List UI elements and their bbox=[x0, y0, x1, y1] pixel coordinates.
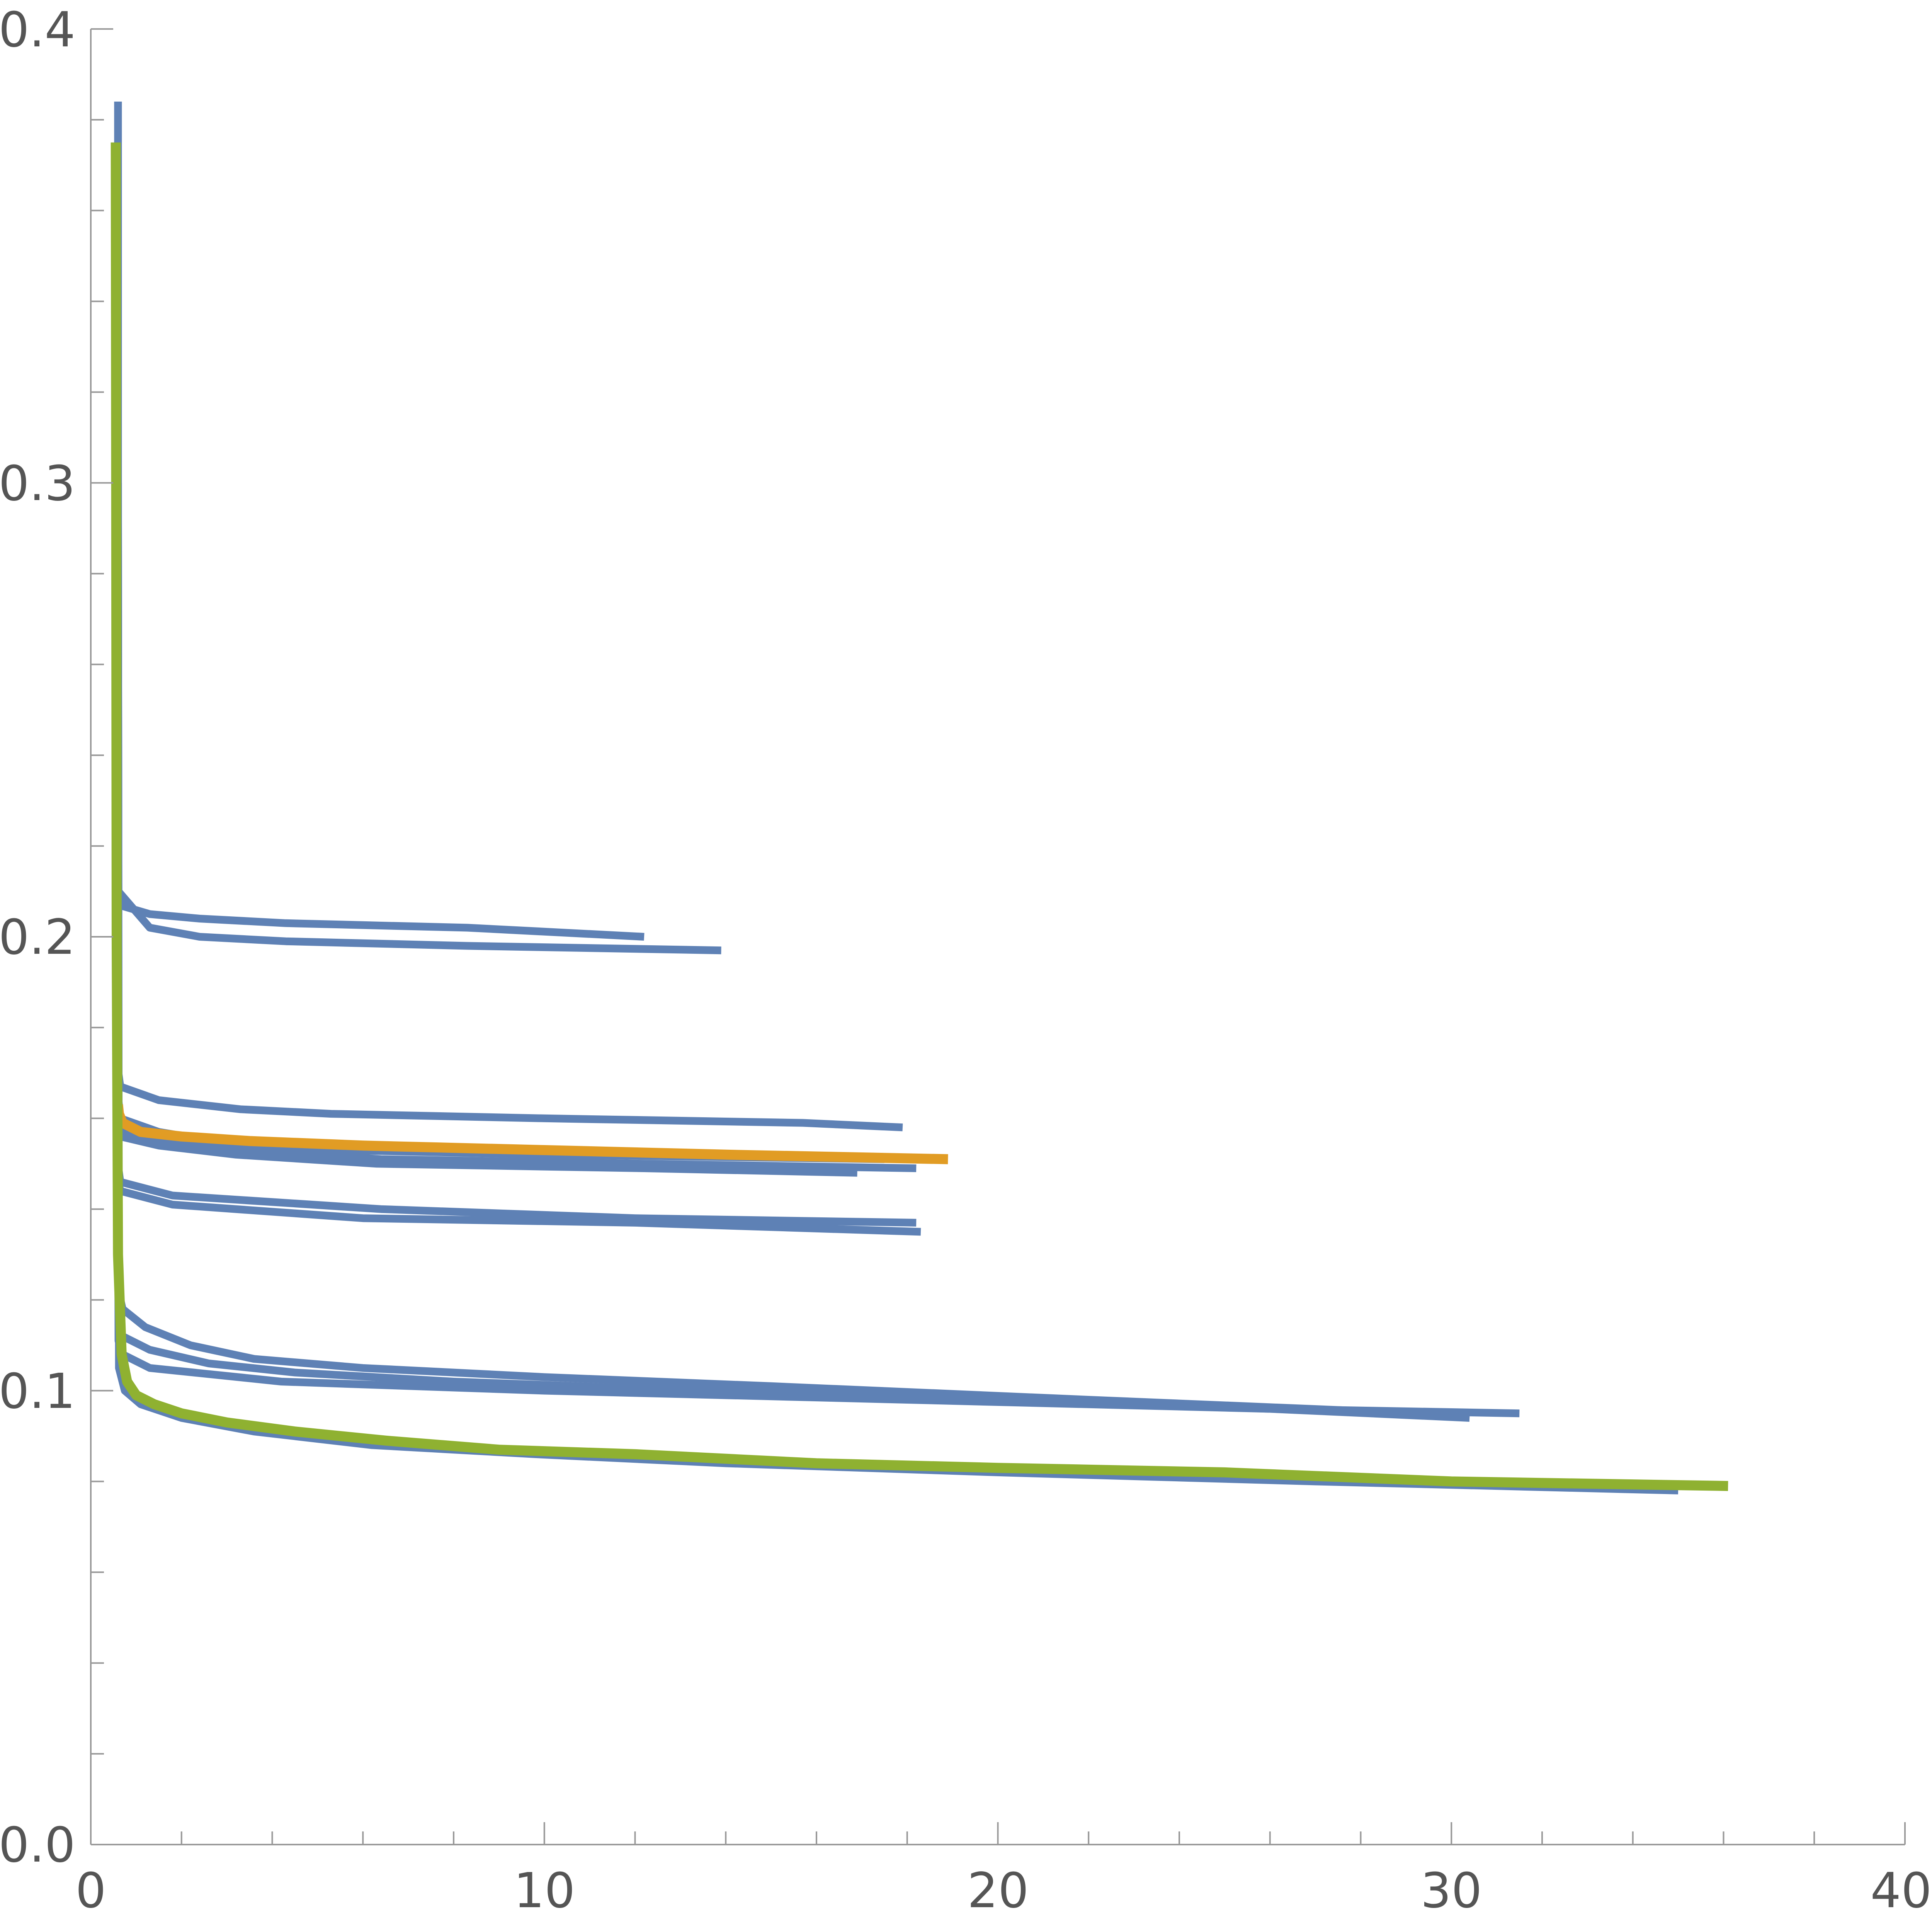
series-line-7 bbox=[114, 936, 921, 1236]
series-line-1 bbox=[114, 101, 721, 955]
x-tick-labels: 0 10 20 30 40 bbox=[75, 1863, 1932, 1918]
y-tick-label: 0.1 bbox=[0, 1363, 75, 1419]
series-line-12 bbox=[114, 483, 1679, 1494]
axes bbox=[90, 28, 1906, 1845]
series-line-4 bbox=[114, 710, 885, 1163]
series-line-8 bbox=[114, 936, 917, 1227]
series-group bbox=[111, 101, 1728, 1494]
x-tick-label: 40 bbox=[1870, 1863, 1932, 1918]
y-tick-label: 0.2 bbox=[0, 909, 75, 965]
y-axis-ticks bbox=[91, 28, 113, 1845]
x-tick-label: 10 bbox=[514, 1863, 575, 1918]
x-axis-ticks bbox=[90, 1822, 1906, 1845]
y-tick-labels: 0.0 0.1 0.2 0.3 0.4 bbox=[0, 2, 75, 1873]
x-tick-label: 0 bbox=[75, 1863, 106, 1918]
series-line-14 bbox=[111, 142, 1728, 1491]
x-tick-label: 30 bbox=[1420, 1863, 1482, 1918]
y-tick-label: 0.3 bbox=[0, 456, 75, 512]
x-tick-label: 20 bbox=[967, 1863, 1029, 1918]
y-tick-label: 0.4 bbox=[0, 2, 75, 58]
y-tick-label: 0.0 bbox=[0, 1817, 75, 1873]
series-line-2 bbox=[114, 483, 645, 941]
